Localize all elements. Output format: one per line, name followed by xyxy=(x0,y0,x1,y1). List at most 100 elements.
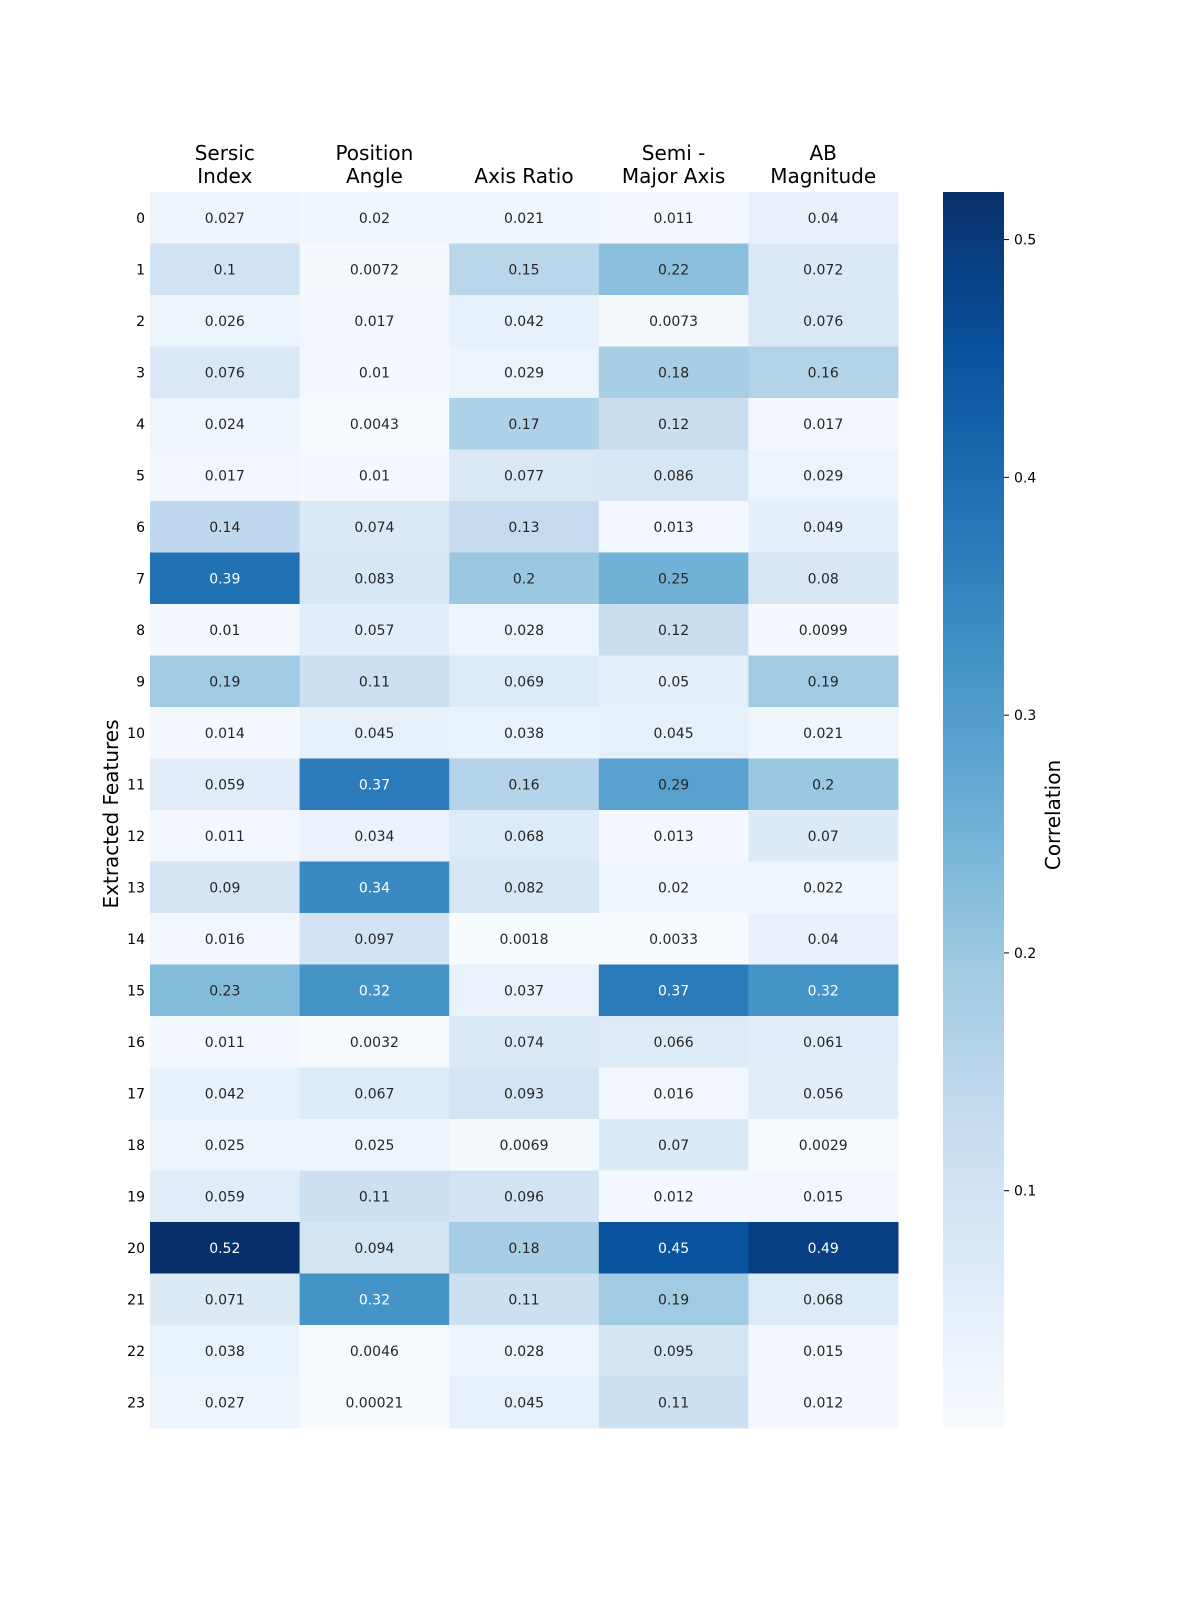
heatmap-cell xyxy=(299,192,450,244)
row-label: 8 xyxy=(136,623,145,639)
cell-value-label: 0.069 xyxy=(504,674,544,690)
cell-value-label: 0.32 xyxy=(359,983,390,999)
cell-value-label: 0.22 xyxy=(658,262,689,278)
cell-value-label: 0.059 xyxy=(205,777,245,793)
heatmap-cell xyxy=(748,1067,899,1120)
cell-value-label: 0.0099 xyxy=(799,623,848,639)
column-label: AB xyxy=(809,141,836,165)
heatmap-cell xyxy=(598,964,749,1017)
cell-value-label: 0.013 xyxy=(654,520,694,536)
cell-value-label: 0.068 xyxy=(803,1292,843,1308)
cell-value-label: 0.071 xyxy=(205,1292,245,1308)
cell-value-label: 0.029 xyxy=(504,365,544,381)
cell-value-label: 0.076 xyxy=(803,314,843,330)
heatmap-cell xyxy=(748,707,899,759)
cell-value-label: 0.08 xyxy=(808,571,839,587)
heatmap-cell xyxy=(299,1273,450,1326)
heatmap-cell xyxy=(449,501,600,553)
cell-value-label: 0.068 xyxy=(504,829,544,845)
heatmap-cell xyxy=(598,604,749,656)
cell-value-label: 0.52 xyxy=(209,1241,240,1257)
heatmap-cell xyxy=(299,604,450,656)
cell-value-label: 0.022 xyxy=(803,880,843,896)
cell-value-label: 0.07 xyxy=(808,829,839,845)
cell-value-label: 0.029 xyxy=(803,468,843,484)
heatmap-cell xyxy=(449,758,600,811)
row-label: 21 xyxy=(127,1292,145,1308)
cell-value-label: 0.017 xyxy=(354,314,394,330)
cell-value-label: 0.015 xyxy=(803,1189,843,1205)
cell-value-label: 0.49 xyxy=(808,1241,839,1257)
heatmap-cell xyxy=(748,861,899,914)
cell-value-label: 0.074 xyxy=(354,520,394,536)
row-label: 12 xyxy=(127,829,145,845)
cell-value-label: 0.07 xyxy=(658,1138,689,1154)
cell-value-label: 0.015 xyxy=(803,1344,843,1360)
cell-value-label: 0.097 xyxy=(354,932,394,948)
column-label: Semi - xyxy=(642,141,706,165)
heatmap-cell xyxy=(748,192,899,244)
heatmap-cell xyxy=(150,810,301,862)
row-label: 18 xyxy=(127,1138,145,1154)
cell-value-label: 0.37 xyxy=(658,983,689,999)
cell-value-label: 0.45 xyxy=(658,1241,689,1257)
heatmap-cell xyxy=(150,964,301,1017)
cell-value-label: 0.028 xyxy=(504,623,544,639)
heatmap-cell xyxy=(748,1016,899,1068)
cell-value-label: 0.026 xyxy=(205,314,245,330)
cell-value-label: 0.02 xyxy=(658,880,689,896)
column-label: Position xyxy=(335,141,413,165)
heatmap-cell xyxy=(299,1016,450,1068)
heatmap-cell xyxy=(150,913,301,965)
cell-value-label: 0.021 xyxy=(803,726,843,742)
cell-value-label: 0.0033 xyxy=(649,932,698,948)
y-axis-title: Extracted Features xyxy=(99,720,123,909)
heatmap-cell xyxy=(598,552,749,605)
cell-value-label: 0.034 xyxy=(354,829,394,845)
heatmap-cell xyxy=(598,1273,749,1326)
cell-value-label: 0.045 xyxy=(354,726,394,742)
heatmap-cell xyxy=(150,1325,301,1377)
row-label: 7 xyxy=(136,571,145,587)
heatmap-cell xyxy=(598,1016,749,1068)
cell-value-label: 0.0069 xyxy=(500,1138,549,1154)
cell-value-label: 0.02 xyxy=(359,211,390,227)
row-label: 6 xyxy=(136,520,145,536)
cell-value-label: 0.16 xyxy=(808,365,839,381)
cell-value-label: 0.32 xyxy=(808,983,839,999)
heatmap-cell xyxy=(150,1170,301,1223)
column-label: Index xyxy=(197,164,252,188)
cell-value-label: 0.017 xyxy=(803,417,843,433)
cell-value-label: 0.061 xyxy=(803,1035,843,1051)
cell-value-label: 0.012 xyxy=(803,1395,843,1411)
heatmap-cell xyxy=(449,243,600,296)
heatmap-cell xyxy=(748,810,899,862)
row-label: 1 xyxy=(136,262,145,278)
cell-value-label: 0.094 xyxy=(354,1241,394,1257)
heatmap-cell xyxy=(748,552,899,605)
heatmap-cell xyxy=(748,1222,899,1274)
heatmap-cell xyxy=(748,398,899,450)
cell-value-label: 0.32 xyxy=(359,1292,390,1308)
heatmap-cell xyxy=(598,295,749,347)
cell-value-label: 0.11 xyxy=(658,1395,689,1411)
heatmap-cell xyxy=(598,810,749,862)
row-label: 5 xyxy=(136,468,145,484)
heatmap-cell xyxy=(299,758,450,811)
cell-value-label: 0.04 xyxy=(808,932,839,948)
column-label: Sersic xyxy=(195,141,255,165)
cell-value-label: 0.0032 xyxy=(350,1035,399,1051)
cell-value-label: 0.0073 xyxy=(649,314,698,330)
heatmap-cell xyxy=(449,913,600,965)
cell-value-label: 0.0018 xyxy=(500,932,549,948)
heatmap-cell xyxy=(299,861,450,914)
heatmap-cell xyxy=(598,913,749,965)
heatmap-cell xyxy=(299,707,450,759)
cell-value-label: 0.12 xyxy=(658,417,689,433)
cell-value-label: 0.17 xyxy=(508,417,539,433)
heatmap-cell xyxy=(299,295,450,347)
column-label: Angle xyxy=(346,164,403,188)
heatmap-cell xyxy=(150,707,301,759)
